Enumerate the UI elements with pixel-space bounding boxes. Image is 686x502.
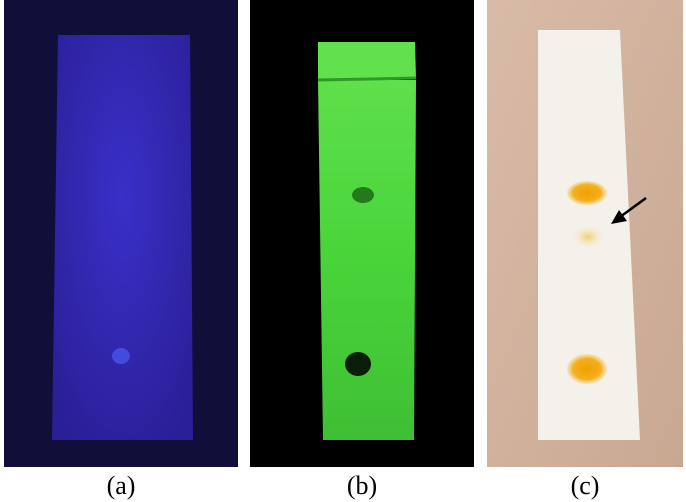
spot	[345, 352, 371, 376]
faint-spot	[572, 225, 604, 249]
panel-a	[4, 0, 238, 467]
spot	[567, 354, 607, 384]
panel-b	[250, 0, 474, 467]
panel-label: (a)	[107, 471, 136, 500]
panel-label: (c)	[571, 471, 600, 500]
plate-fold	[318, 42, 416, 80]
spot	[352, 187, 374, 203]
panel-label: (b)	[347, 471, 377, 500]
figure-svg: (a) (b) (c)	[0, 0, 686, 502]
spot	[112, 348, 130, 364]
fold-edge	[318, 78, 416, 80]
panel-c	[487, 0, 683, 467]
tlc-plate	[318, 80, 416, 440]
figure: (a) (b) (c)	[0, 0, 686, 502]
tlc-plate	[52, 35, 193, 440]
spot	[567, 181, 607, 205]
